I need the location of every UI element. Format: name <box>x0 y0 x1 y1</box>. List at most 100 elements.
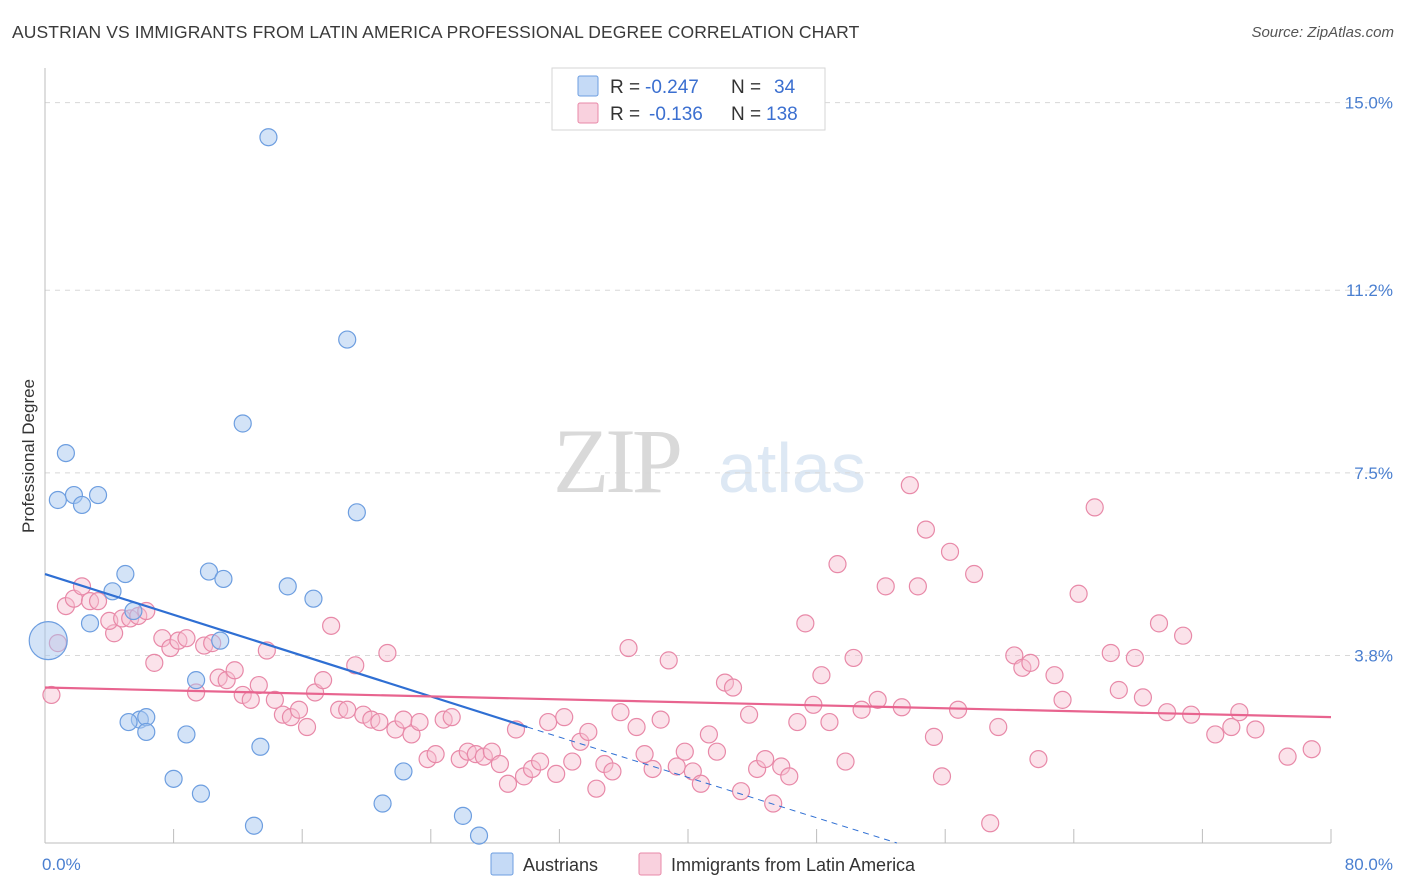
latam-point <box>1109 680 1128 700</box>
latam-point <box>659 651 678 670</box>
austrian-point <box>214 569 233 589</box>
austrian-point <box>199 562 219 581</box>
x-tick-label: 80.0% <box>1345 855 1393 874</box>
series-legend-label-austrians: Austrians <box>523 855 598 875</box>
latam-point <box>764 794 783 813</box>
austrian-point <box>88 485 108 505</box>
latam-point <box>916 520 936 539</box>
latam-point <box>547 764 566 784</box>
latam-point <box>876 577 895 596</box>
latam-point <box>756 749 775 769</box>
latam-point <box>820 712 839 732</box>
latam-point <box>611 703 630 722</box>
latam-point <box>1045 666 1064 685</box>
legend-swatch-austrians <box>577 75 599 97</box>
latam-point <box>619 638 638 658</box>
tick-layer: 3.8% 7.5% 11.2% 15.0% 0.0% 80.0% <box>42 94 1393 874</box>
latam-point <box>1222 717 1241 737</box>
latam-point <box>1125 648 1144 668</box>
latam-point <box>635 745 654 764</box>
trend-layer <box>44 572 1332 844</box>
austrian-point <box>116 564 135 584</box>
legend-r-value-latam: -0.136 <box>649 104 703 125</box>
austrian-point <box>177 725 196 744</box>
latam-points <box>42 476 1321 833</box>
latam-point <box>346 656 365 675</box>
austrian-point <box>251 737 270 756</box>
legend-n-value-latam: 138 <box>766 104 798 125</box>
latam-point <box>989 717 1008 737</box>
latam-point <box>426 745 445 764</box>
austrian-point <box>338 330 357 349</box>
austrian-point <box>103 582 122 601</box>
latam-point <box>812 666 831 685</box>
latam-point <box>177 629 196 648</box>
latam-point <box>844 648 863 668</box>
austrian-point <box>233 414 252 433</box>
latam-point <box>868 690 887 709</box>
austrian-point <box>304 589 323 608</box>
y-tick-label: 15.0% <box>1345 94 1393 113</box>
series-legend-swatch-latam <box>638 852 662 876</box>
latam-point <box>836 752 855 771</box>
legend-n-label-latam: N = <box>731 104 761 125</box>
latam-point <box>828 555 847 574</box>
austrians-trend-extension <box>527 726 898 844</box>
latam-point <box>322 616 341 635</box>
latam-point <box>965 564 984 584</box>
latam-point <box>42 685 61 705</box>
austrian-point <box>469 826 489 845</box>
austrian-point <box>244 816 264 835</box>
austrian-point <box>259 128 278 147</box>
latam-point <box>852 700 871 719</box>
austrian-point <box>347 503 366 522</box>
austrian-point <box>137 722 156 742</box>
latam-point <box>1149 614 1169 633</box>
latam-point <box>1302 740 1321 759</box>
x-tick-label: 0.0% <box>42 855 81 874</box>
latam-point <box>796 614 815 633</box>
latam-point <box>739 705 759 724</box>
latam-point <box>731 782 751 801</box>
watermark-zip: ZIP <box>553 410 680 512</box>
austrians-trend-line <box>44 572 528 729</box>
chart-source: Source: ZipAtlas.com <box>1251 24 1394 41</box>
austrian-point <box>191 784 211 803</box>
latam-point <box>675 742 694 761</box>
latam-point <box>1085 498 1104 517</box>
austrian-point <box>164 769 183 788</box>
latam-point <box>1278 747 1297 766</box>
series-legend-label-latam: Immigrants from Latin America <box>671 855 916 875</box>
austrian-point <box>278 577 297 596</box>
latam-point <box>88 592 108 611</box>
latam-point <box>297 717 317 737</box>
latam-point <box>1069 584 1088 603</box>
latam-point <box>587 779 606 798</box>
latam-point <box>1101 643 1120 663</box>
latam-point <box>1206 725 1225 744</box>
latam-point <box>1246 720 1265 739</box>
latam-point <box>579 722 598 742</box>
latam-point <box>924 727 944 746</box>
latam-point <box>563 752 582 771</box>
austrian-point <box>56 443 75 463</box>
austrian-point <box>80 614 100 633</box>
austrian-point <box>373 794 392 813</box>
latam-point <box>370 712 389 732</box>
latam-point <box>908 577 927 596</box>
latam-point <box>699 725 718 744</box>
latam-point <box>1053 690 1072 709</box>
latam-point <box>410 712 429 732</box>
watermark-atlas: atlas <box>718 429 866 507</box>
austrian-point <box>394 762 413 781</box>
y-axis-title: Professional Degree <box>19 379 38 533</box>
legend-swatch-latam <box>577 102 599 124</box>
y-tick-label: 7.5% <box>1354 464 1393 483</box>
series-legend: Austrians Immigrants from Latin America <box>490 852 916 876</box>
latam-point <box>289 700 309 719</box>
latam-point <box>145 653 164 672</box>
austrian-point <box>187 671 206 690</box>
legend-r-value-austrians: -0.247 <box>645 77 699 98</box>
latam-point <box>1230 703 1249 722</box>
